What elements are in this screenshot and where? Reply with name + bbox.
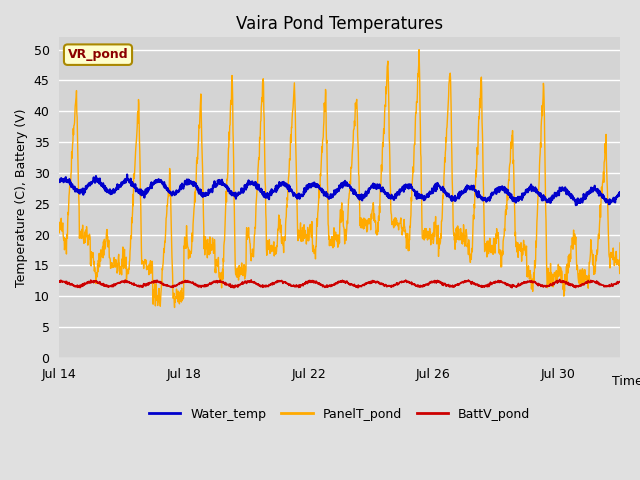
Y-axis label: Temperature (C), Battery (V): Temperature (C), Battery (V) <box>15 108 28 287</box>
X-axis label: Time: Time <box>612 375 640 388</box>
Legend: Water_temp, PanelT_pond, BattV_pond: Water_temp, PanelT_pond, BattV_pond <box>144 403 535 425</box>
Text: VR_pond: VR_pond <box>68 48 128 61</box>
Title: Vaira Pond Temperatures: Vaira Pond Temperatures <box>236 15 444 33</box>
